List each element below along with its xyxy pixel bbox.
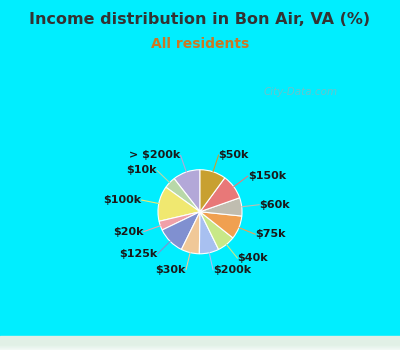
Bar xyxy=(0,338,400,345)
Bar xyxy=(0,342,400,349)
Wedge shape xyxy=(158,187,200,221)
Bar xyxy=(0,338,400,345)
Text: $100k: $100k xyxy=(103,195,142,205)
Bar xyxy=(0,337,400,344)
Bar xyxy=(0,338,400,345)
Bar xyxy=(0,338,400,345)
Bar xyxy=(0,337,400,344)
Wedge shape xyxy=(199,212,218,254)
Bar xyxy=(0,341,400,348)
Bar xyxy=(0,343,400,350)
Text: City-Data.com: City-Data.com xyxy=(264,87,338,97)
Bar xyxy=(0,340,400,347)
Bar xyxy=(0,338,400,345)
Bar xyxy=(0,341,400,348)
Text: $40k: $40k xyxy=(238,253,268,263)
Bar xyxy=(0,339,400,346)
Bar xyxy=(0,338,400,345)
Text: Income distribution in Bon Air, VA (%): Income distribution in Bon Air, VA (%) xyxy=(30,12,370,27)
Wedge shape xyxy=(174,170,200,212)
Text: $10k: $10k xyxy=(126,166,157,175)
Text: $125k: $125k xyxy=(119,249,158,259)
Wedge shape xyxy=(166,178,200,212)
Bar xyxy=(0,341,400,348)
Bar xyxy=(0,342,400,349)
Bar xyxy=(0,337,400,344)
Bar xyxy=(0,339,400,346)
Text: $50k: $50k xyxy=(218,150,249,160)
Bar xyxy=(0,342,400,349)
Text: $150k: $150k xyxy=(248,171,286,181)
Bar xyxy=(0,343,400,350)
Wedge shape xyxy=(200,178,240,212)
Bar xyxy=(0,340,400,346)
Text: > $200k: > $200k xyxy=(129,150,180,160)
Text: All residents: All residents xyxy=(151,37,249,51)
Bar xyxy=(0,342,400,349)
Bar xyxy=(0,340,400,347)
Text: $60k: $60k xyxy=(259,200,290,210)
Text: $20k: $20k xyxy=(113,226,144,237)
Bar xyxy=(0,342,400,349)
Wedge shape xyxy=(182,212,200,254)
Bar xyxy=(0,342,400,349)
Bar xyxy=(0,339,400,346)
Bar xyxy=(0,340,400,347)
Bar xyxy=(0,343,400,350)
Bar xyxy=(0,341,400,348)
Bar xyxy=(0,337,400,344)
Wedge shape xyxy=(162,212,200,250)
Bar xyxy=(0,339,400,346)
Bar xyxy=(0,337,400,344)
Bar xyxy=(0,336,400,343)
Bar xyxy=(0,336,400,343)
Bar xyxy=(0,343,400,350)
Text: $200k: $200k xyxy=(213,265,251,275)
Bar xyxy=(0,341,400,348)
Wedge shape xyxy=(200,212,233,250)
Bar xyxy=(0,340,400,346)
Bar xyxy=(0,337,400,344)
Text: $75k: $75k xyxy=(255,229,286,239)
Wedge shape xyxy=(159,212,200,230)
Wedge shape xyxy=(200,198,242,216)
Bar xyxy=(0,340,400,347)
Wedge shape xyxy=(200,170,225,212)
Bar xyxy=(0,341,400,348)
Text: $30k: $30k xyxy=(156,265,186,275)
Wedge shape xyxy=(200,212,242,238)
